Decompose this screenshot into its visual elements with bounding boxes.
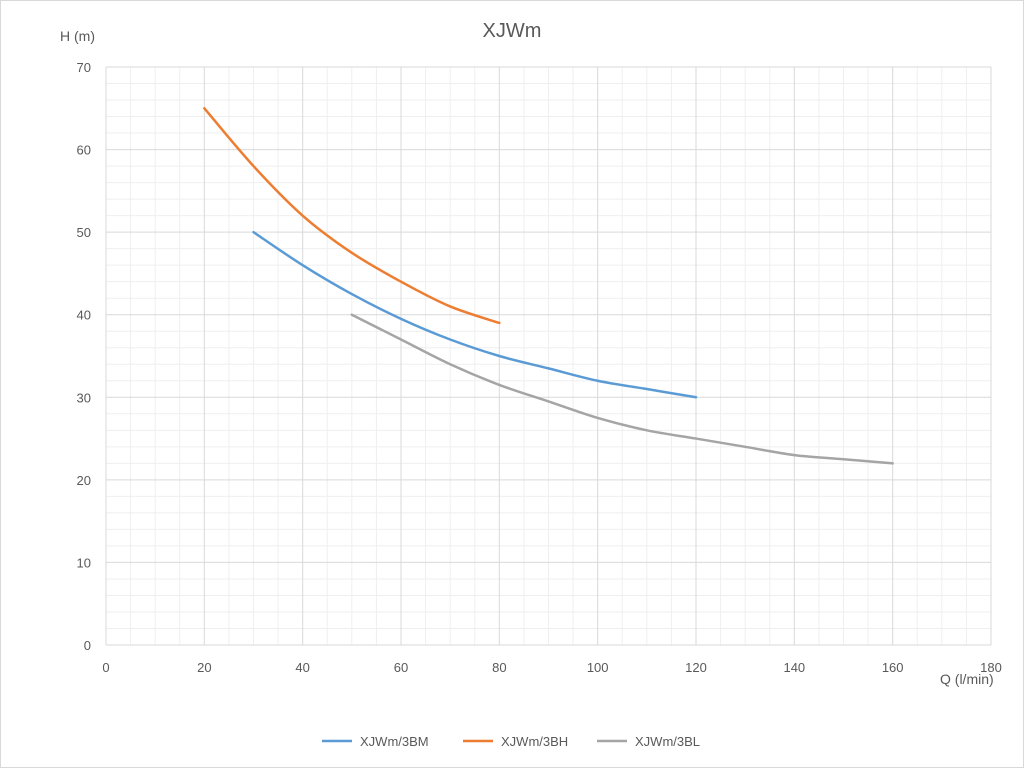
series-line-3 <box>350 313 894 465</box>
series-line-2 <box>203 107 501 325</box>
legend-label-1: XJWm/3BM <box>360 734 429 749</box>
tick-labels: 0 20 40 60 80 100 120 140 160 180 0 10 20 30 40 50 60 70 <box>77 60 1002 675</box>
major-grid <box>105 66 992 646</box>
x-tick-label: 180 <box>980 660 1002 675</box>
series-lines <box>203 107 894 465</box>
y-tick-label: 50 <box>77 225 91 240</box>
legend-label-3: XJWm/3BL <box>635 734 700 749</box>
y-tick-label: 40 <box>77 308 91 323</box>
chart-title: XJWm <box>483 20 542 42</box>
x-tick-label: 60 <box>394 660 408 675</box>
x-tick-label: 160 <box>882 660 904 675</box>
x-tick-label: 40 <box>295 660 309 675</box>
y-axis-title: H (m) <box>60 28 95 44</box>
x-tick-label: 120 <box>685 660 707 675</box>
series-line-1 <box>252 230 698 399</box>
x-tick-label: 0 <box>102 660 109 675</box>
x-axis-title: Q (l/min) <box>940 671 994 687</box>
x-tick-label: 80 <box>492 660 506 675</box>
y-tick-label: 10 <box>77 555 91 570</box>
x-tick-label: 140 <box>783 660 805 675</box>
legend: XJWm/3BM XJWm/3BH XJWm/3BL <box>322 734 700 749</box>
minor-grid <box>106 67 991 645</box>
legend-label-2: XJWm/3BH <box>501 734 568 749</box>
y-tick-label: 30 <box>77 390 91 405</box>
y-tick-label: 70 <box>77 60 91 75</box>
x-tick-label: 100 <box>587 660 609 675</box>
y-tick-label: 60 <box>77 143 91 158</box>
x-tick-label: 20 <box>197 660 211 675</box>
y-tick-label: 0 <box>84 638 91 653</box>
y-tick-label: 20 <box>77 473 91 488</box>
